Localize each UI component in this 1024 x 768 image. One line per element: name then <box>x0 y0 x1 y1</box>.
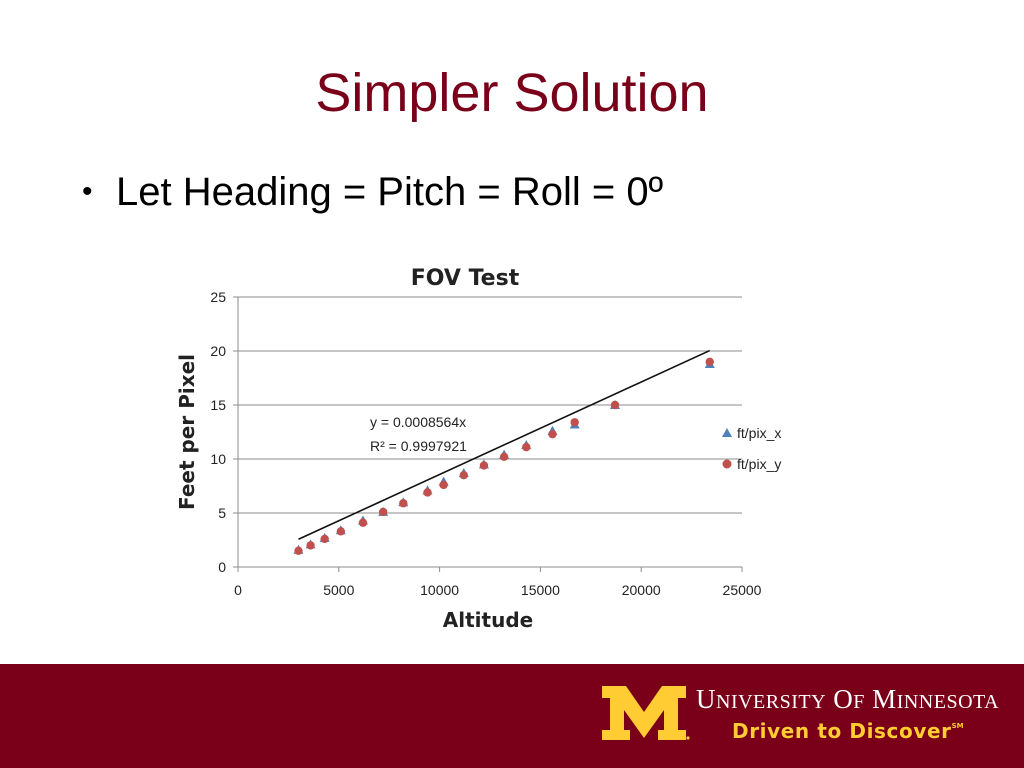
tagline-text: Driven to Discover <box>732 719 952 743</box>
chart-points <box>293 357 715 555</box>
y-tick-label: 5 <box>218 505 226 521</box>
trendline <box>298 349 711 540</box>
trendline-r-squared: R² = 0.9997921 <box>370 438 467 454</box>
chart-gridlines <box>233 296 743 572</box>
y-tick-label: 15 <box>210 397 226 413</box>
data-point-ft-pix-y <box>423 488 432 497</box>
y-tick-label: 20 <box>210 343 226 359</box>
y-tick-label: 10 <box>210 451 226 467</box>
data-point-ft-pix-y <box>336 527 346 536</box>
slide-title: Simpler Solution <box>315 63 709 123</box>
x-tick-label: 5000 <box>323 582 354 598</box>
chart-x-axis-label: Altitude <box>443 608 533 632</box>
chart-title: FOV Test <box>411 266 520 291</box>
chart-y-axis-label: Feet per Pixel <box>175 354 199 510</box>
legend-marker-circle <box>722 459 732 469</box>
footer-bar: UNIVERSITY OF MINNESOTA Driven to Discov… <box>0 664 1024 768</box>
trendline-equation: y = 0.0008564x <box>370 414 466 430</box>
bullet-dot-icon: • <box>82 175 93 208</box>
x-tick-label: 0 <box>234 582 242 598</box>
chart-trendline-group <box>298 349 711 540</box>
data-point-ft-pix-y <box>294 546 303 555</box>
data-point-ft-pix-y <box>522 442 531 452</box>
data-point-ft-pix-y <box>399 499 408 508</box>
x-tick-label: 25000 <box>723 582 762 598</box>
data-point-ft-pix-y <box>306 541 315 550</box>
tagline-service-mark: SM <box>951 722 964 730</box>
bullet-item: • Let Heading = Pitch = Roll = 0º <box>82 170 663 215</box>
data-point-ft-pix-y <box>610 400 620 410</box>
x-tick-label: 20000 <box>622 582 661 598</box>
x-tick-label: 10000 <box>420 582 459 598</box>
data-point-ft-pix-y <box>499 452 509 462</box>
university-name: UNIVERSITY OF MINNESOTA <box>696 684 1000 714</box>
data-point-ft-pix-y <box>320 534 329 544</box>
chart-legend: ft/pix_x ft/pix_y <box>722 425 781 472</box>
y-tick-label: 25 <box>210 289 226 305</box>
data-point-ft-pix-y <box>479 461 489 470</box>
fov-test-chart: 0 5 10 15 20 25 0 5000 10000 15000 20000 25000 FOV … <box>175 266 781 632</box>
legend-entry-ft-pix-x: ft/pix_x <box>737 425 781 441</box>
data-point-ft-pix-y <box>378 507 388 517</box>
x-tick-label: 15000 <box>521 582 560 598</box>
tagline: Driven to DiscoverSM <box>732 719 964 743</box>
legend-marker-triangle <box>722 428 732 437</box>
bullet-text: Let Heading = Pitch = Roll = 0º <box>116 170 664 214</box>
legend-entry-ft-pix-y: ft/pix_y <box>737 456 781 472</box>
chart-tick-labels: 0 5 10 15 20 25 0 5000 10000 15000 20000 25000 <box>210 289 761 598</box>
data-point-ft-pix-y <box>459 471 468 480</box>
data-point-ft-pix-y <box>548 429 557 439</box>
block-m-logo <box>602 686 690 740</box>
data-point-ft-pix-y <box>570 418 579 427</box>
data-point-ft-pix-y <box>439 480 448 490</box>
data-point-ft-pix-y <box>358 518 368 527</box>
y-tick-label: 0 <box>218 559 226 575</box>
data-point-ft-pix-y <box>705 357 714 366</box>
